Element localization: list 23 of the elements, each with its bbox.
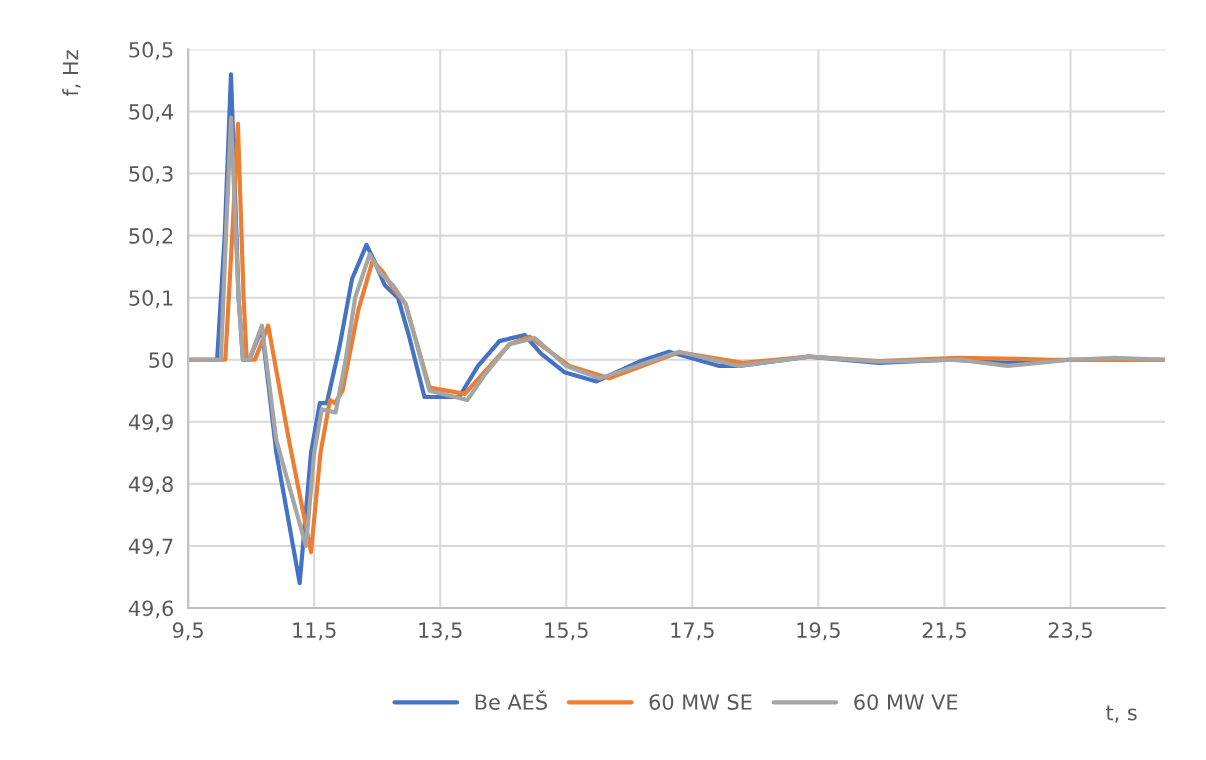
x-tick-label: 21,5 [922, 622, 966, 641]
x-tick-label: 13,5 [419, 622, 462, 641]
x-tick-label: 9,5 [172, 622, 203, 641]
y-axis-title: f, Hz [62, 50, 81, 97]
y-tick-label: 50 [149, 352, 173, 368]
x-axis-title: t, s [1106, 705, 1137, 723]
y-tick-label: 50,2 [129, 228, 173, 246]
y-tick-label: 49,9 [128, 414, 173, 433]
y-tick-label: 49,7 [128, 538, 173, 557]
y-tick-label: 50,3 [129, 165, 173, 184]
x-tick-label: 11,5 [293, 622, 336, 641]
x-tick-label: 15,5 [545, 622, 588, 641]
y-tick-label: 49,8 [128, 476, 173, 495]
x-tick-label: 19,5 [797, 622, 840, 641]
legend-label: Be AEŠ [475, 690, 547, 710]
legend-label: 60 MW VE [854, 694, 958, 710]
y-tick-label: 50,5 [129, 41, 173, 60]
legend-label: 60 MW SE [649, 694, 752, 710]
y-tick-label: 50,1 [129, 290, 173, 308]
x-tick-label: 23,5 [1048, 622, 1092, 641]
y-tick-label: 50,4 [129, 103, 174, 122]
x-tick-label: 17,5 [671, 622, 714, 641]
y-tick-label: 49,6 [128, 600, 173, 619]
